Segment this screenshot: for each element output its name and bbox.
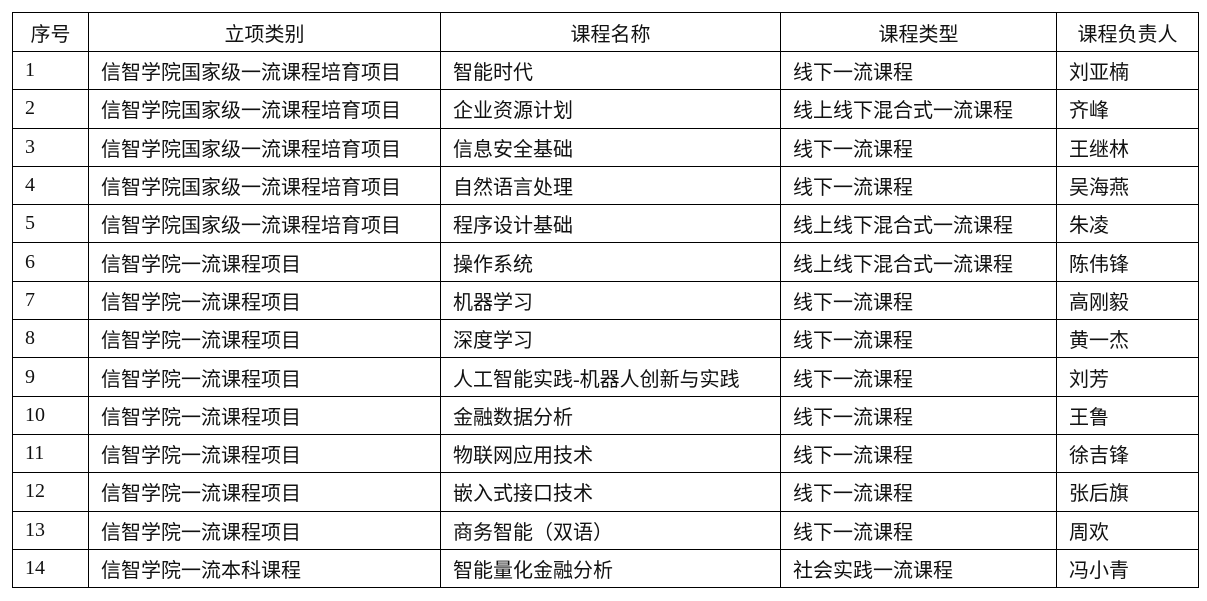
header-lead: 课程负责人 <box>1056 12 1199 52</box>
cell-category: 信智学院一流课程项目 <box>88 395 441 435</box>
cell-category: 信智学院国家级一流课程培育项目 <box>88 50 441 91</box>
table-row: 12 信智学院一流课程项目 嵌入式接口技术 线下一流课程 张后旗 <box>12 472 1199 512</box>
table-row: 14 信智学院一流本科课程 智能量化金融分析 社会实践一流课程 冯小青 <box>12 548 1199 589</box>
cell-lead: 齐峰 <box>1056 89 1199 129</box>
cell-category: 信智学院一流课程项目 <box>88 510 441 550</box>
course-table: 序号 立项类别 课程名称 课程类型 课程负责人 1 信智学院国家级一流课程培育项目… <box>12 12 1199 589</box>
cell-course-type: 线下一流课程 <box>780 127 1057 167</box>
cell-course-name: 物联网应用技术 <box>440 433 781 474</box>
table-row: 3 信智学院国家级一流课程培育项目 信息安全基础 线下一流课程 王继林 <box>12 127 1199 167</box>
cell-category: 信智学院一流课程项目 <box>88 357 441 397</box>
cell-course-type: 线下一流课程 <box>780 280 1057 321</box>
cell-course-type: 线下一流课程 <box>780 510 1057 550</box>
cell-index: 3 <box>12 127 89 167</box>
cell-course-name: 机器学习 <box>440 280 781 321</box>
table-row: 11 信智学院一流课程项目 物联网应用技术 线下一流课程 徐吉锋 <box>12 433 1199 474</box>
cell-course-type: 线下一流课程 <box>780 165 1057 206</box>
cell-index: 2 <box>12 89 89 129</box>
table-row: 13 信智学院一流课程项目 商务智能（双语） 线下一流课程 周欢 <box>12 510 1199 550</box>
cell-lead: 黄一杰 <box>1056 319 1199 359</box>
table-row: 5 信智学院国家级一流课程培育项目 程序设计基础 线上线下混合式一流课程 朱凌 <box>12 204 1199 244</box>
cell-course-type: 社会实践一流课程 <box>780 548 1057 589</box>
cell-course-name: 人工智能实践-机器人创新与实践 <box>440 357 781 397</box>
cell-index: 6 <box>12 242 89 282</box>
cell-course-type: 线下一流课程 <box>780 319 1057 359</box>
table-row: 1 信智学院国家级一流课程培育项目 智能时代 线下一流课程 刘亚楠 <box>12 50 1199 91</box>
cell-index: 9 <box>12 357 89 397</box>
cell-category: 信智学院一流课程项目 <box>88 280 441 321</box>
cell-course-name: 自然语言处理 <box>440 165 781 206</box>
header-row: 序号 立项类别 课程名称 课程类型 课程负责人 <box>12 12 1199 52</box>
cell-course-name: 信息安全基础 <box>440 127 781 167</box>
cell-category: 信智学院一流课程项目 <box>88 472 441 512</box>
table-row: 7 信智学院一流课程项目 机器学习 线下一流课程 高刚毅 <box>12 280 1199 321</box>
cell-course-type: 线上线下混合式一流课程 <box>780 89 1057 129</box>
cell-course-name: 嵌入式接口技术 <box>440 472 781 512</box>
cell-course-type: 线下一流课程 <box>780 472 1057 512</box>
cell-course-type: 线下一流课程 <box>780 433 1057 474</box>
cell-lead: 刘芳 <box>1056 357 1199 397</box>
cell-lead: 吴海燕 <box>1056 165 1199 206</box>
cell-category: 信智学院一流课程项目 <box>88 242 441 282</box>
cell-lead: 冯小青 <box>1056 548 1199 589</box>
cell-lead: 王鲁 <box>1056 395 1199 435</box>
cell-course-name: 商务智能（双语） <box>440 510 781 550</box>
cell-category: 信智学院国家级一流课程培育项目 <box>88 204 441 244</box>
cell-course-type: 线下一流课程 <box>780 357 1057 397</box>
cell-course-type: 线下一流课程 <box>780 395 1057 435</box>
header-course-type: 课程类型 <box>780 12 1057 52</box>
cell-category: 信智学院一流本科课程 <box>88 548 441 589</box>
cell-course-name: 程序设计基础 <box>440 204 781 244</box>
cell-index: 8 <box>12 319 89 359</box>
cell-course-name: 深度学习 <box>440 319 781 359</box>
cell-index: 11 <box>12 433 89 474</box>
cell-lead: 张后旗 <box>1056 472 1199 512</box>
cell-course-type: 线上线下混合式一流课程 <box>780 204 1057 244</box>
cell-index: 7 <box>12 280 89 321</box>
cell-category: 信智学院国家级一流课程培育项目 <box>88 127 441 167</box>
cell-course-name: 金融数据分析 <box>440 395 781 435</box>
cell-lead: 高刚毅 <box>1056 280 1199 321</box>
header-category: 立项类别 <box>88 12 441 52</box>
table-row: 2 信智学院国家级一流课程培育项目 企业资源计划 线上线下混合式一流课程 齐峰 <box>12 89 1199 129</box>
cell-index: 5 <box>12 204 89 244</box>
cell-index: 10 <box>12 395 89 435</box>
cell-lead: 周欢 <box>1056 510 1199 550</box>
cell-lead: 刘亚楠 <box>1056 50 1199 91</box>
cell-course-name: 企业资源计划 <box>440 89 781 129</box>
cell-lead: 徐吉锋 <box>1056 433 1199 474</box>
cell-course-type: 线下一流课程 <box>780 50 1057 91</box>
cell-index: 4 <box>12 165 89 206</box>
header-course-name: 课程名称 <box>440 12 781 52</box>
cell-course-name: 智能时代 <box>440 50 781 91</box>
cell-lead: 王继林 <box>1056 127 1199 167</box>
cell-category: 信智学院一流课程项目 <box>88 319 441 359</box>
cell-index: 1 <box>12 50 89 91</box>
cell-category: 信智学院国家级一流课程培育项目 <box>88 89 441 129</box>
table-row: 9 信智学院一流课程项目 人工智能实践-机器人创新与实践 线下一流课程 刘芳 <box>12 357 1199 397</box>
cell-category: 信智学院国家级一流课程培育项目 <box>88 165 441 206</box>
cell-course-name: 操作系统 <box>440 242 781 282</box>
cell-lead: 朱凌 <box>1056 204 1199 244</box>
cell-course-name: 智能量化金融分析 <box>440 548 781 589</box>
cell-course-type: 线上线下混合式一流课程 <box>780 242 1057 282</box>
cell-index: 14 <box>12 548 89 589</box>
table-row: 6 信智学院一流课程项目 操作系统 线上线下混合式一流课程 陈伟锋 <box>12 242 1199 282</box>
cell-lead: 陈伟锋 <box>1056 242 1199 282</box>
table-row: 8 信智学院一流课程项目 深度学习 线下一流课程 黄一杰 <box>12 319 1199 359</box>
header-index: 序号 <box>12 12 89 52</box>
cell-category: 信智学院一流课程项目 <box>88 433 441 474</box>
cell-index: 12 <box>12 472 89 512</box>
table-row: 10 信智学院一流课程项目 金融数据分析 线下一流课程 王鲁 <box>12 395 1199 435</box>
table-row: 4 信智学院国家级一流课程培育项目 自然语言处理 线下一流课程 吴海燕 <box>12 165 1199 206</box>
cell-index: 13 <box>12 510 89 550</box>
